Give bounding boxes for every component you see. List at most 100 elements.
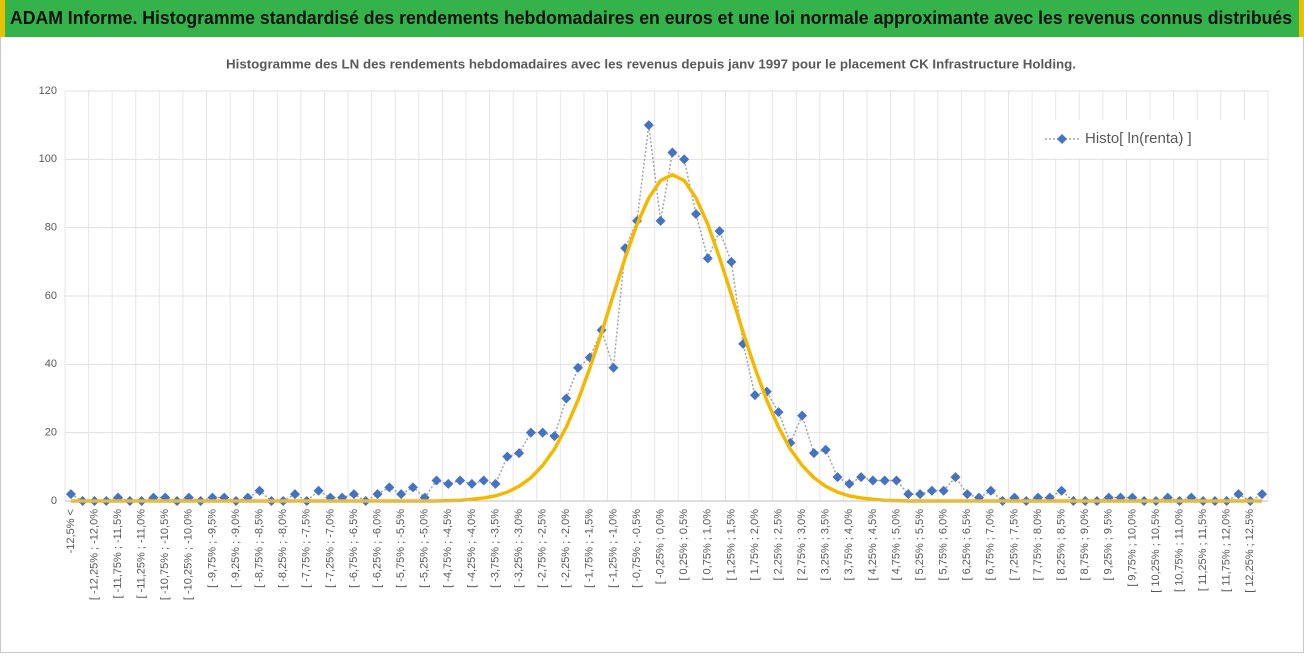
legend-label: Histo[ ln(renta) ]: [1085, 130, 1192, 147]
marker: [667, 147, 678, 158]
marker: [903, 489, 914, 500]
x-tick-label: [ 1,25% ; 1,5%: [725, 509, 737, 581]
marker: [926, 485, 937, 496]
y-tick-label: 0: [51, 495, 57, 507]
marker: [431, 475, 442, 486]
y-tick-label: 80: [45, 222, 57, 234]
x-tick-label: [ -1,25% ; -1,0%: [607, 509, 619, 588]
x-tick-label: [ -2,25% ; -2,0%: [560, 509, 572, 588]
marker: [407, 482, 418, 493]
x-tick-label: [ -11,75% ; -11,5%: [112, 509, 124, 599]
marker: [396, 489, 407, 500]
x-tick-label: [ 9,75% ; 10,0%: [1126, 509, 1138, 587]
x-tick-label: -12,5% <: [65, 509, 77, 553]
marker: [561, 393, 572, 404]
x-tick-label: [ -5,25% ; -5,0%: [419, 509, 431, 588]
marker: [985, 485, 996, 496]
x-tick-label: [ 6,75% ; 7,0%: [985, 509, 997, 581]
marker: [856, 472, 867, 483]
x-tick-label: [ 12,25% ; 12,5%: [1244, 509, 1256, 593]
marker: [289, 489, 300, 500]
marker: [832, 472, 843, 483]
x-tick-label: [ -9,75% ; -9,5%: [206, 509, 218, 588]
x-tick-label: [ -0,25% ; 0,0%: [655, 509, 667, 584]
x-tick-label: [ -10,25% ; -10,0%: [183, 509, 195, 600]
x-tick-label: [ -4,75% ; -4,5%: [442, 509, 454, 588]
marker: [797, 410, 808, 421]
x-tick-label: [ -6,75% ; -6,5%: [348, 509, 360, 588]
x-tick-label: [ 11,75% ; 12,0%: [1221, 509, 1233, 592]
x-tick-label: [ 8,25% ; 8,5%: [1056, 509, 1068, 581]
marker: [1257, 489, 1268, 500]
chart-title: Histogramme des LN des rendements hebdom…: [226, 56, 1076, 71]
header-edge: [1299, 0, 1304, 37]
marker: [573, 362, 584, 373]
x-tick-label: [ -7,25% ; -7,0%: [324, 509, 336, 588]
x-tick-label: [ -2,75% ; -2,5%: [537, 509, 549, 588]
marker: [643, 120, 654, 131]
marker: [938, 485, 949, 496]
marker: [962, 489, 973, 500]
x-tick-label: [ -7,75% ; -7,5%: [301, 509, 313, 588]
marker: [844, 478, 855, 489]
marker: [1233, 489, 1244, 500]
marker: [773, 407, 784, 418]
x-tick-label: [ 1,75% ; 2,0%: [749, 509, 761, 581]
x-tick-label: [ 5,25% ; 5,5%: [914, 509, 926, 581]
x-tick-label: [ 9,25% ; 9,5%: [1103, 509, 1115, 581]
x-tick-label: [ -1,75% ; -1,5%: [584, 509, 596, 588]
x-tick-label: [ 10,75% ; 11,0%: [1173, 509, 1185, 592]
marker: [537, 427, 548, 438]
marker: [525, 427, 536, 438]
marker: [549, 431, 560, 442]
x-tick-label: [ 2,75% ; 3,0%: [796, 509, 808, 581]
x-tick-label: [ 6,25% ; 6,5%: [961, 509, 973, 581]
marker: [254, 485, 265, 496]
marker: [348, 489, 359, 500]
marker: [455, 475, 466, 486]
header-title: ADAM Informe. Histogramme standardisé de…: [10, 8, 1292, 28]
x-tick-label: [ 11,25% ; 11,5%: [1197, 509, 1209, 591]
x-tick-label: [ -9,25% ; -9,0%: [230, 509, 242, 588]
header-bar: [0, 0, 1304, 37]
marker: [1056, 485, 1067, 496]
y-tick-label: 40: [45, 358, 57, 370]
marker: [466, 478, 477, 489]
marker: [490, 478, 501, 489]
marker: [679, 154, 690, 165]
header-edge: [0, 0, 5, 37]
y-tick-label: 20: [45, 427, 57, 439]
x-tick-label: [ -0,75% ; -0,5%: [631, 509, 643, 588]
marker: [690, 209, 701, 219]
y-tick-label: 60: [45, 290, 57, 302]
x-tick-label: [ 8,75% ; 9,0%: [1079, 509, 1091, 581]
x-tick-label: [ 5,75% ; 6,0%: [938, 509, 950, 581]
x-tick-label: [ -8,25% ; -8,0%: [277, 509, 289, 588]
x-tick-label: [ 0,25% ; 0,5%: [678, 509, 690, 581]
x-tick-label: [ 4,25% ; 4,5%: [867, 509, 879, 581]
x-tick-label: [ 4,75% ; 5,0%: [890, 509, 902, 581]
marker: [372, 489, 383, 500]
marker: [502, 451, 513, 462]
marker: [443, 478, 454, 489]
y-tick-label: 120: [39, 85, 57, 97]
marker: [867, 475, 878, 486]
marker: [65, 489, 76, 500]
marker: [702, 253, 713, 264]
marker: [608, 362, 619, 373]
marker: [313, 485, 324, 496]
x-tick-label: [ -3,75% ; -3,5%: [489, 509, 501, 588]
marker: [891, 475, 902, 486]
x-tick-label: [ 10,25% ; 10,5%: [1150, 509, 1162, 593]
x-tick-label: [ 7,25% ; 7,5%: [1008, 509, 1020, 581]
y-tick-label: 100: [39, 153, 57, 165]
marker: [820, 444, 831, 455]
x-tick-label: [ -11,25% ; -11,0%: [136, 509, 148, 599]
marker: [726, 256, 737, 267]
x-tick-label: [ 0,75% ; 1,0%: [702, 509, 714, 581]
x-tick-label: [ -4,25% ; -4,0%: [466, 509, 478, 588]
marker: [384, 482, 395, 493]
x-tick-label: [ 2,25% ; 2,5%: [772, 509, 784, 581]
